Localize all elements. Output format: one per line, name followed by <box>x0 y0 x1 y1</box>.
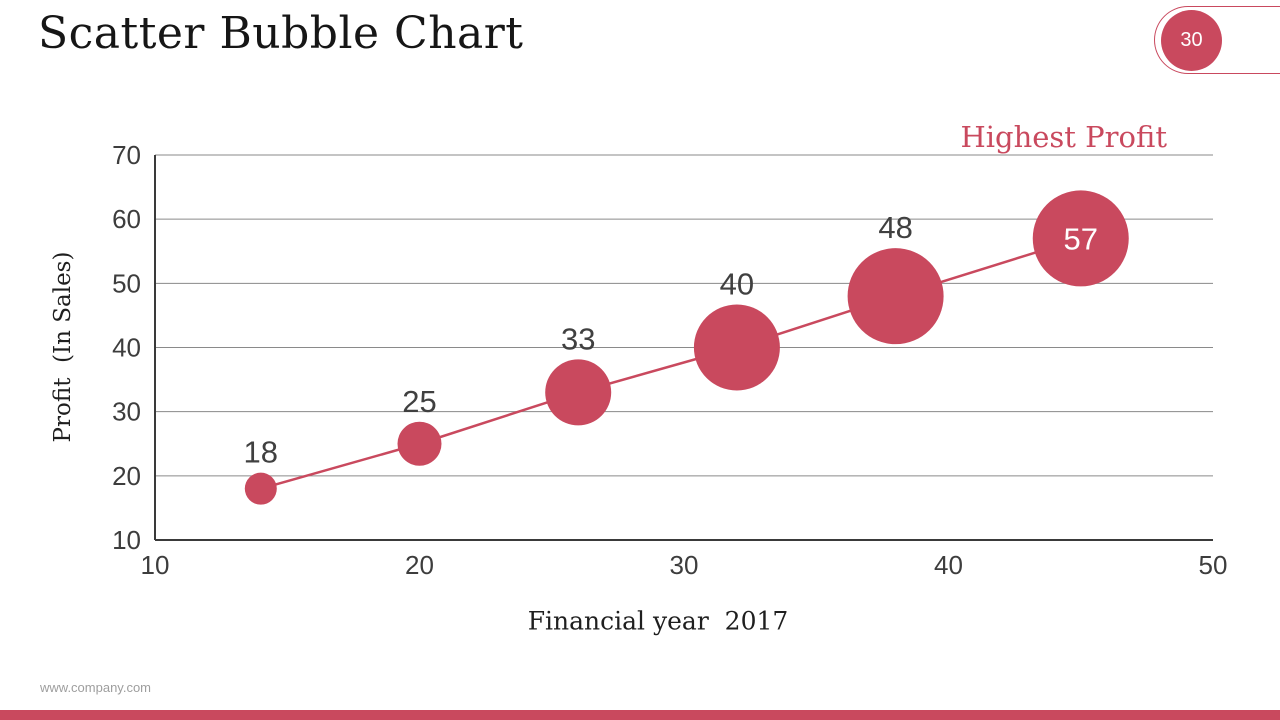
x-axis-title: Financial year 2017 <box>527 606 789 636</box>
y-tick-label: 20 <box>112 461 141 491</box>
bubble <box>244 472 277 505</box>
bubble <box>693 304 780 391</box>
bubble-label: 18 <box>244 435 278 470</box>
y-axis-title: Profit (In Sales) <box>50 251 76 443</box>
bubble <box>847 248 944 345</box>
page-title: Scatter Bubble Chart <box>38 8 524 59</box>
y-tick-label: 30 <box>112 397 141 427</box>
bubble <box>397 421 442 466</box>
y-tick-label: 70 <box>112 140 141 170</box>
y-tick-label: 50 <box>112 268 141 298</box>
bubble-label: 57 <box>1064 221 1098 256</box>
bubble <box>1032 190 1129 287</box>
page-number-pill <box>1154 6 1280 74</box>
x-tick-label: 30 <box>670 550 699 580</box>
x-tick-label: 50 <box>1199 550 1228 580</box>
bubble-label: 25 <box>402 384 436 419</box>
y-tick-label: 10 <box>112 525 141 555</box>
footer-accent-bar <box>0 710 1280 720</box>
bubble-label: 48 <box>878 210 912 245</box>
y-tick-label: 40 <box>112 333 141 363</box>
x-tick-label: 10 <box>141 550 170 580</box>
footer-url: www.company.com <box>40 680 152 695</box>
page-number-badge: 30 <box>1161 10 1222 71</box>
y-tick-label: 60 <box>112 204 141 234</box>
page-number: 30 <box>1180 29 1203 51</box>
highest-profit-label: Highest Profit <box>960 120 1167 154</box>
x-tick-label: 20 <box>405 550 434 580</box>
trend-line <box>260 237 1082 490</box>
bubble-label: 33 <box>561 321 595 356</box>
bubble-label: 40 <box>720 267 754 302</box>
x-tick-label: 40 <box>934 550 963 580</box>
bubble <box>545 359 612 426</box>
